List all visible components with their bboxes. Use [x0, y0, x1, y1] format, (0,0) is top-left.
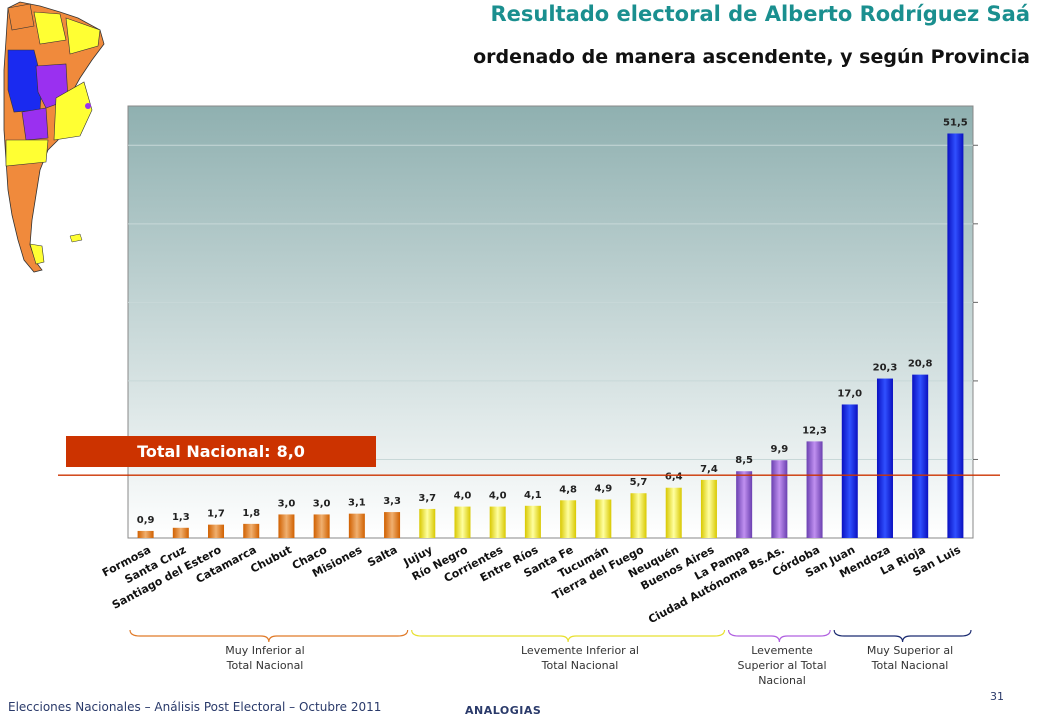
bar-chubut: [278, 514, 295, 538]
total-nacional-value: 8,0: [276, 442, 305, 461]
bar-tierra-del-fuego: [630, 493, 647, 538]
value-label: 4,9: [594, 484, 612, 495]
chart-title: Resultado electoral de Alberto Rodríguez…: [490, 2, 1030, 26]
total-nacional-box: Total Nacional: 8,0: [66, 436, 376, 467]
value-label: 17,0: [837, 388, 862, 399]
argentina-map-image: [3, 1, 105, 273]
value-label: 1,3: [172, 512, 190, 523]
value-label: 8,5: [735, 455, 753, 466]
group-label-muy-inferior: Muy Inferior al Total Nacional: [225, 644, 305, 672]
value-label: 3,7: [418, 493, 436, 504]
bar-corrientes: [489, 506, 506, 538]
value-labels: 0,9 1,3 1,7 1,8 3,0 3,0 3,1 3,3 3,7 4,0 4,0 4,1 4,8 4…: [137, 117, 968, 525]
footer-text: Elecciones Nacionales – Análisis Post El…: [8, 700, 382, 714]
value-label: 1,8: [242, 508, 260, 519]
value-label: 3,0: [313, 498, 331, 509]
value-label: 20,3: [873, 363, 898, 374]
bar-jujuy: [419, 508, 436, 538]
value-label: 7,4: [700, 464, 718, 475]
bar-c-rdoba: [806, 441, 823, 538]
footer-brand: ANALOGIAS: [465, 704, 542, 717]
value-label: 6,4: [665, 472, 683, 483]
bar-ciudad-aut-noma-bs-as-: [771, 460, 788, 538]
value-label: 1,7: [207, 509, 225, 520]
value-label: 4,0: [454, 491, 472, 502]
value-label: 12,3: [802, 425, 827, 436]
group-label-levemente-inferior: Levemente Inferior al Total Nacional: [521, 644, 639, 672]
bar-entre-r-os: [524, 505, 541, 538]
bar-r-o-negro: [454, 506, 471, 538]
group-brace: [727, 629, 831, 643]
value-label: 0,9: [137, 515, 155, 526]
bar-mendoza: [876, 378, 893, 538]
bar-neuqu-n: [665, 487, 682, 538]
group-brace: [411, 629, 726, 643]
value-label: 5,7: [630, 477, 648, 488]
bar-santa-cruz: [172, 527, 189, 538]
bar-la-rioja: [912, 374, 929, 538]
bar-salta: [384, 512, 401, 538]
bar-la-pampa: [736, 471, 753, 538]
group-label-muy-superior: Muy Superior al Total Nacional: [866, 644, 954, 672]
value-label: 9,9: [770, 444, 788, 455]
bar-chaco: [313, 514, 330, 538]
group-braces: [129, 629, 972, 643]
bar-san-juan: [841, 404, 858, 538]
value-label: 3,3: [383, 496, 401, 507]
bar-santa-fe: [560, 500, 577, 538]
bar-buenos-aires: [700, 479, 717, 538]
bar-formosa: [137, 530, 154, 538]
value-label: 20,8: [908, 359, 933, 370]
page-number: 31: [990, 690, 1004, 703]
bar-tucum-n: [595, 499, 612, 538]
group-brace: [129, 629, 409, 643]
bar-misiones: [348, 513, 365, 538]
value-label: 3,1: [348, 498, 366, 509]
value-label: 3,0: [278, 498, 296, 509]
bar-catamarca: [243, 523, 260, 538]
value-label: 4,0: [489, 491, 507, 502]
value-label: 4,8: [559, 484, 577, 495]
group-brace: [833, 629, 972, 643]
value-label: 4,1: [524, 490, 542, 501]
chart-subtitle: ordenado de manera ascendente, y según P…: [473, 46, 1030, 68]
total-nacional-label: Total Nacional:: [137, 442, 271, 461]
value-label: 51,5: [943, 117, 968, 128]
group-label-levemente-superior: Levemente Superior al Total Nacional: [737, 644, 827, 687]
bars: [137, 133, 964, 538]
bar-san-luis: [947, 133, 964, 538]
category-label: Salta: [365, 543, 399, 569]
bar-santiago-del-estero: [208, 524, 225, 538]
